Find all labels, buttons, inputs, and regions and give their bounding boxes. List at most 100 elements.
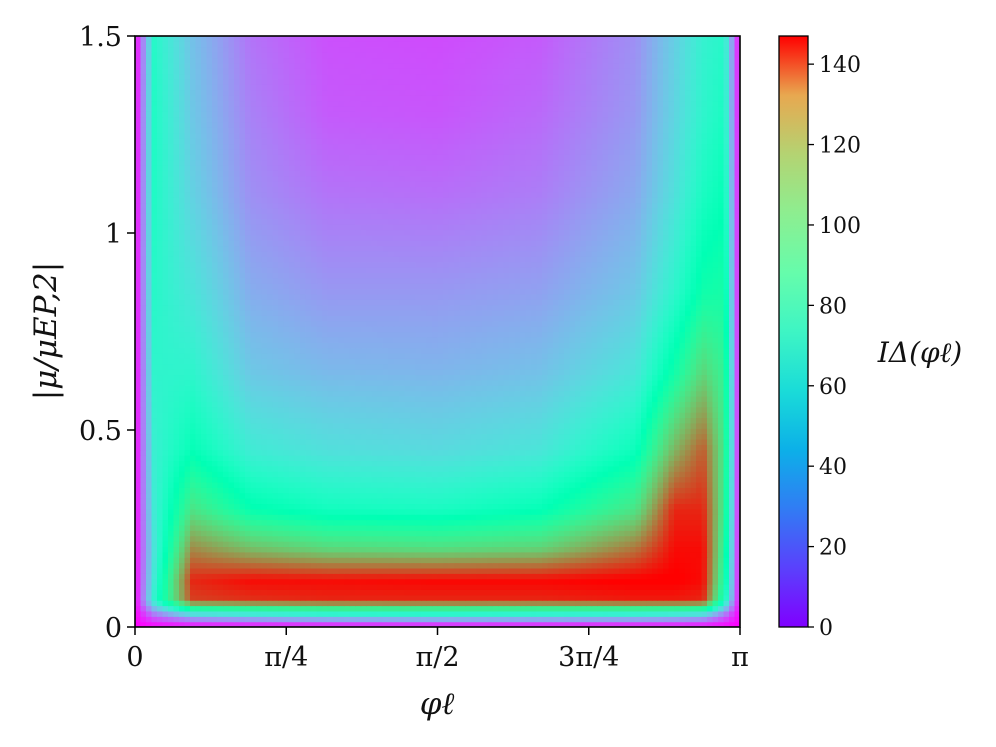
heatmap-cell <box>184 524 191 531</box>
heatmap-cell <box>415 390 422 397</box>
heatmap-cell <box>333 567 340 574</box>
heatmap-cell <box>465 605 472 612</box>
heatmap-cell <box>481 412 488 419</box>
heatmap-cell <box>520 433 527 440</box>
heatmap-cell <box>333 584 340 590</box>
heatmap-cell <box>690 557 697 564</box>
heatmap-cell <box>360 492 367 499</box>
heatmap-cell <box>338 390 345 397</box>
heatmap-cell <box>228 508 235 515</box>
heatmap-cell <box>217 460 224 467</box>
heatmap-cell <box>195 573 202 580</box>
heatmap-cell <box>454 610 461 617</box>
heatmap-cell <box>503 546 510 553</box>
heatmap-cell <box>542 508 549 515</box>
heatmap-cell <box>140 455 147 462</box>
heatmap-cell <box>212 600 219 607</box>
heatmap-cell <box>393 401 400 408</box>
heatmap-cell <box>256 508 263 515</box>
heatmap-cell <box>305 546 312 553</box>
heatmap-cell <box>723 621 730 627</box>
heatmap-cell <box>322 498 329 505</box>
heatmap-cell <box>272 605 279 612</box>
heatmap-cell <box>305 406 312 413</box>
heatmap-cell <box>531 433 538 440</box>
heatmap-cell <box>151 412 158 419</box>
heatmap-cell <box>712 514 719 521</box>
heatmap-cell <box>465 417 472 424</box>
heatmap-cell <box>586 567 593 574</box>
heatmap-cell <box>679 492 686 499</box>
heatmap-cell <box>316 379 323 386</box>
heatmap-cell <box>470 600 477 607</box>
heatmap-cell <box>723 438 730 445</box>
heatmap-cell <box>465 465 472 472</box>
heatmap-cell <box>718 508 725 515</box>
heatmap-cell <box>432 541 439 548</box>
heatmap-cell <box>536 449 543 456</box>
heatmap-cell <box>465 589 472 596</box>
heatmap-cell <box>294 567 301 574</box>
heatmap-cell <box>674 476 681 483</box>
heatmap-cell <box>294 503 301 510</box>
heatmap-cell <box>261 455 268 462</box>
heatmap-cell <box>239 401 246 408</box>
heatmap-cell <box>426 519 433 526</box>
heatmap-cell <box>305 578 312 585</box>
heatmap-cell <box>520 524 527 531</box>
heatmap-cell <box>701 594 708 601</box>
heatmap-cell <box>696 567 703 574</box>
heatmap-cell <box>597 578 604 585</box>
heatmap-cell <box>630 487 637 494</box>
heatmap-cell <box>239 395 246 402</box>
heatmap-cell <box>289 616 296 623</box>
heatmap-cell <box>443 578 450 585</box>
heatmap-cell <box>388 476 395 483</box>
heatmap-cell <box>432 471 439 478</box>
heatmap-cell <box>333 605 340 612</box>
heatmap-cell <box>151 460 158 467</box>
heatmap-cell <box>195 508 202 515</box>
heatmap-cell <box>514 455 521 462</box>
heatmap-cell <box>415 524 422 531</box>
heatmap-cell <box>327 385 334 392</box>
heatmap-cell <box>569 460 576 467</box>
heatmap-cell <box>503 455 510 462</box>
heatmap-cell <box>140 401 147 408</box>
heatmap-cell <box>283 481 290 488</box>
heatmap-cell <box>619 481 626 488</box>
heatmap-cell <box>476 610 483 617</box>
heatmap-cell <box>492 460 499 467</box>
heatmap-cell <box>399 584 406 590</box>
heatmap-cell <box>371 584 378 590</box>
heatmap-cell <box>657 460 664 467</box>
heatmap-cell <box>316 385 323 392</box>
heatmap-cell <box>547 535 554 542</box>
heatmap-cell <box>437 600 444 607</box>
heatmap-cell <box>140 498 147 505</box>
heatmap-cell <box>531 508 538 515</box>
heatmap-cell <box>201 412 208 419</box>
heatmap-cell <box>674 438 681 445</box>
heatmap-cell <box>245 514 252 521</box>
heatmap-cell <box>542 573 549 580</box>
heatmap-cell <box>239 551 246 558</box>
heatmap-cell <box>195 541 202 548</box>
heatmap-cell <box>151 541 158 548</box>
heatmap-cell <box>267 471 274 478</box>
heatmap-cell <box>267 460 274 467</box>
heatmap-cell <box>173 519 180 526</box>
heatmap-cell <box>228 567 235 574</box>
heatmap-cell <box>267 422 274 429</box>
heatmap-cell <box>393 610 400 617</box>
heatmap-cell <box>454 535 461 542</box>
heatmap-cell <box>663 487 670 494</box>
heatmap-cell <box>404 465 411 472</box>
heatmap-cell <box>261 401 268 408</box>
heatmap-cell <box>591 406 598 413</box>
heatmap-cell <box>619 551 626 558</box>
heatmap-cell <box>212 514 219 521</box>
heatmap-cell <box>443 621 450 627</box>
heatmap-cell <box>448 503 455 510</box>
heatmap-cell <box>261 621 268 627</box>
